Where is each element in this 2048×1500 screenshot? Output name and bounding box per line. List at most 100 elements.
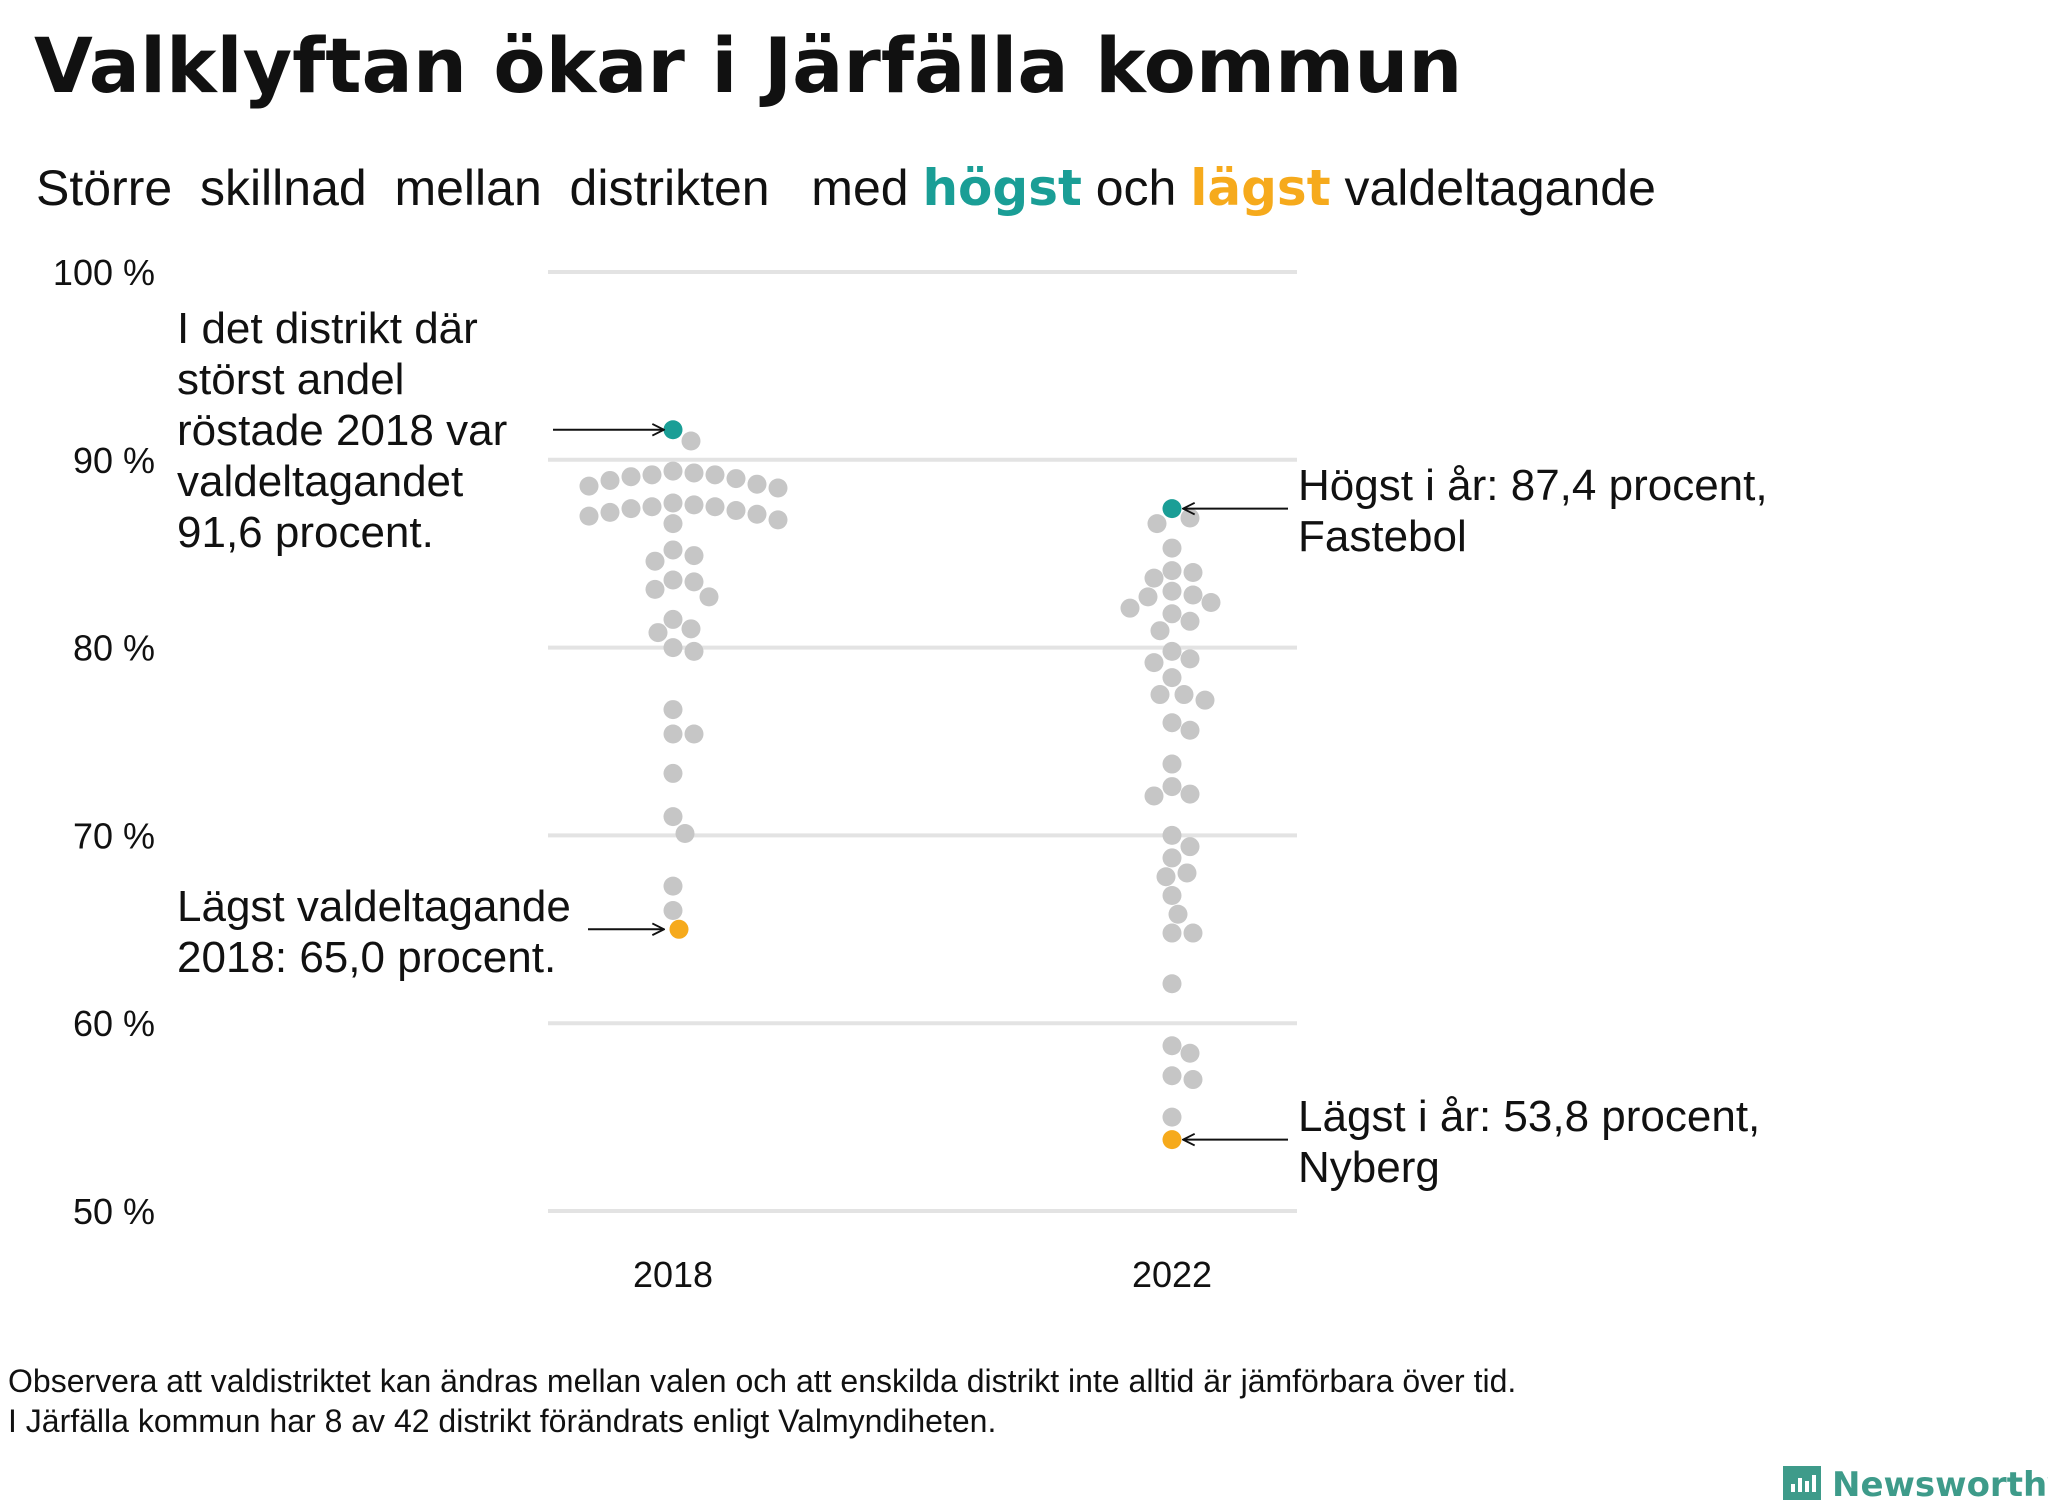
footnote-line-1: Observera att valdistriktet kan ändras m…: [8, 1363, 1516, 1399]
annotation-low-2022-line: Lägst i år: 53,8 procent,: [1298, 1092, 1760, 1141]
data-point: [699, 587, 719, 607]
data-point: [684, 641, 704, 661]
newsworthy-logo-icon: [1783, 1466, 1821, 1500]
annotation-high-2018-line: röstade 2018 var: [177, 406, 507, 455]
y-tick-label: 80 %: [73, 628, 155, 669]
data-point: [663, 514, 683, 534]
data-point: [579, 506, 599, 526]
annotation-low-2018-line: Lägst valdeltagande: [177, 882, 571, 931]
annotation-high-2018-line: valdeltagandet: [177, 457, 463, 506]
data-point: [684, 463, 704, 483]
annotation-high-2022: Högst i år: 87,4 procent, Fastebol: [1298, 461, 1780, 561]
data-point: [1150, 621, 1170, 641]
subtitle-highlight-low: lägst: [1190, 159, 1330, 217]
data-point: [1183, 585, 1203, 605]
data-point: [1147, 514, 1167, 534]
footnote-line-2: I Järfälla kommun har 8 av 42 distrikt f…: [8, 1403, 996, 1439]
data-point: [1162, 825, 1182, 845]
data-point: [1162, 538, 1182, 558]
data-point: [675, 824, 695, 844]
data-point: [684, 495, 704, 515]
x-tick-label: 2018: [633, 1254, 713, 1295]
data-point-highest: [1162, 499, 1182, 519]
data-point: [1162, 1036, 1182, 1056]
data-point: [1180, 611, 1200, 631]
data-point: [1162, 1066, 1182, 1086]
data-point: [684, 572, 704, 592]
data-point: [1195, 690, 1215, 710]
data-point: [1201, 593, 1221, 613]
data-point: [681, 619, 701, 639]
annotation-high-2018-line: störst andel: [177, 355, 404, 404]
data-point: [726, 469, 746, 489]
data-point: [768, 510, 788, 530]
brand-name: Newsworthy: [1832, 1465, 2048, 1500]
annotation-high-2018: I det distrikt där störst andel röstade …: [177, 304, 519, 557]
data-point: [747, 474, 767, 494]
data-point: [1180, 649, 1200, 669]
y-tick-label: 50 %: [73, 1191, 155, 1232]
data-point: [1162, 777, 1182, 797]
annotation-high-2022-line: Fastebol: [1298, 512, 1467, 561]
data-point: [621, 467, 641, 487]
data-point: [1168, 904, 1188, 924]
x-tick-label: 2022: [1132, 1254, 1212, 1295]
data-point: [1162, 754, 1182, 774]
data-point: [1183, 1070, 1203, 1090]
data-point: [645, 551, 665, 571]
data-point: [1180, 1043, 1200, 1063]
annotation-high-2018-line: I det distrikt där: [177, 304, 478, 353]
data-point: [600, 470, 620, 490]
data-point: [663, 609, 683, 629]
annotation-high-2022-line: Högst i år: 87,4 procent,: [1298, 461, 1768, 510]
gridlines: [548, 270, 1297, 1213]
annotation-low-2022-line: Nyberg: [1298, 1143, 1440, 1192]
data-point: [663, 876, 683, 896]
y-tick-label: 90 %: [73, 440, 155, 481]
data-point-lowest: [1162, 1130, 1182, 1150]
data-point: [1162, 604, 1182, 624]
data-point: [1180, 720, 1200, 740]
data-point: [642, 497, 662, 517]
data-point: [1162, 885, 1182, 905]
data-point: [648, 623, 668, 643]
chart-subtitle: Större skillnad mellan distrikten med hö…: [36, 159, 1656, 217]
data-point: [1138, 587, 1158, 607]
data-point: [579, 476, 599, 496]
data-point: [1156, 867, 1176, 887]
data-point: [663, 493, 683, 513]
data-point: [705, 465, 725, 485]
y-tick-label: 100 %: [53, 252, 155, 293]
data-point: [621, 499, 641, 519]
data-point: [1180, 508, 1200, 528]
data-point: [600, 502, 620, 522]
data-point: [684, 724, 704, 744]
data-point: [1162, 974, 1182, 994]
subtitle-part2: och: [1082, 160, 1190, 216]
data-point: [1183, 923, 1203, 943]
data-point: [1120, 598, 1140, 618]
data-point: [1150, 685, 1170, 705]
data-points: [579, 420, 1221, 1150]
data-point: [1180, 784, 1200, 804]
data-point: [663, 901, 683, 921]
data-point: [1162, 581, 1182, 601]
annotation-low-2022: Lägst i år: 53,8 procent, Nyberg: [1298, 1092, 1773, 1192]
data-point-lowest: [669, 919, 689, 939]
y-tick-label: 60 %: [73, 1003, 155, 1044]
data-point: [663, 763, 683, 783]
data-point: [1174, 685, 1194, 705]
data-point: [642, 465, 662, 485]
data-point: [1162, 561, 1182, 581]
data-point-highest: [663, 420, 683, 440]
subtitle-part3: valdeltagande: [1331, 160, 1656, 216]
y-axis: 50 % 60 % 70 % 80 % 90 % 100 %: [53, 252, 155, 1232]
data-point: [1180, 837, 1200, 857]
data-point: [747, 504, 767, 524]
annotation-arrows: [553, 430, 1288, 1140]
data-point: [663, 638, 683, 658]
data-point: [1144, 653, 1164, 673]
annotation-low-2018-line: 2018: 65,0 procent.: [177, 933, 556, 982]
data-point: [663, 461, 683, 481]
